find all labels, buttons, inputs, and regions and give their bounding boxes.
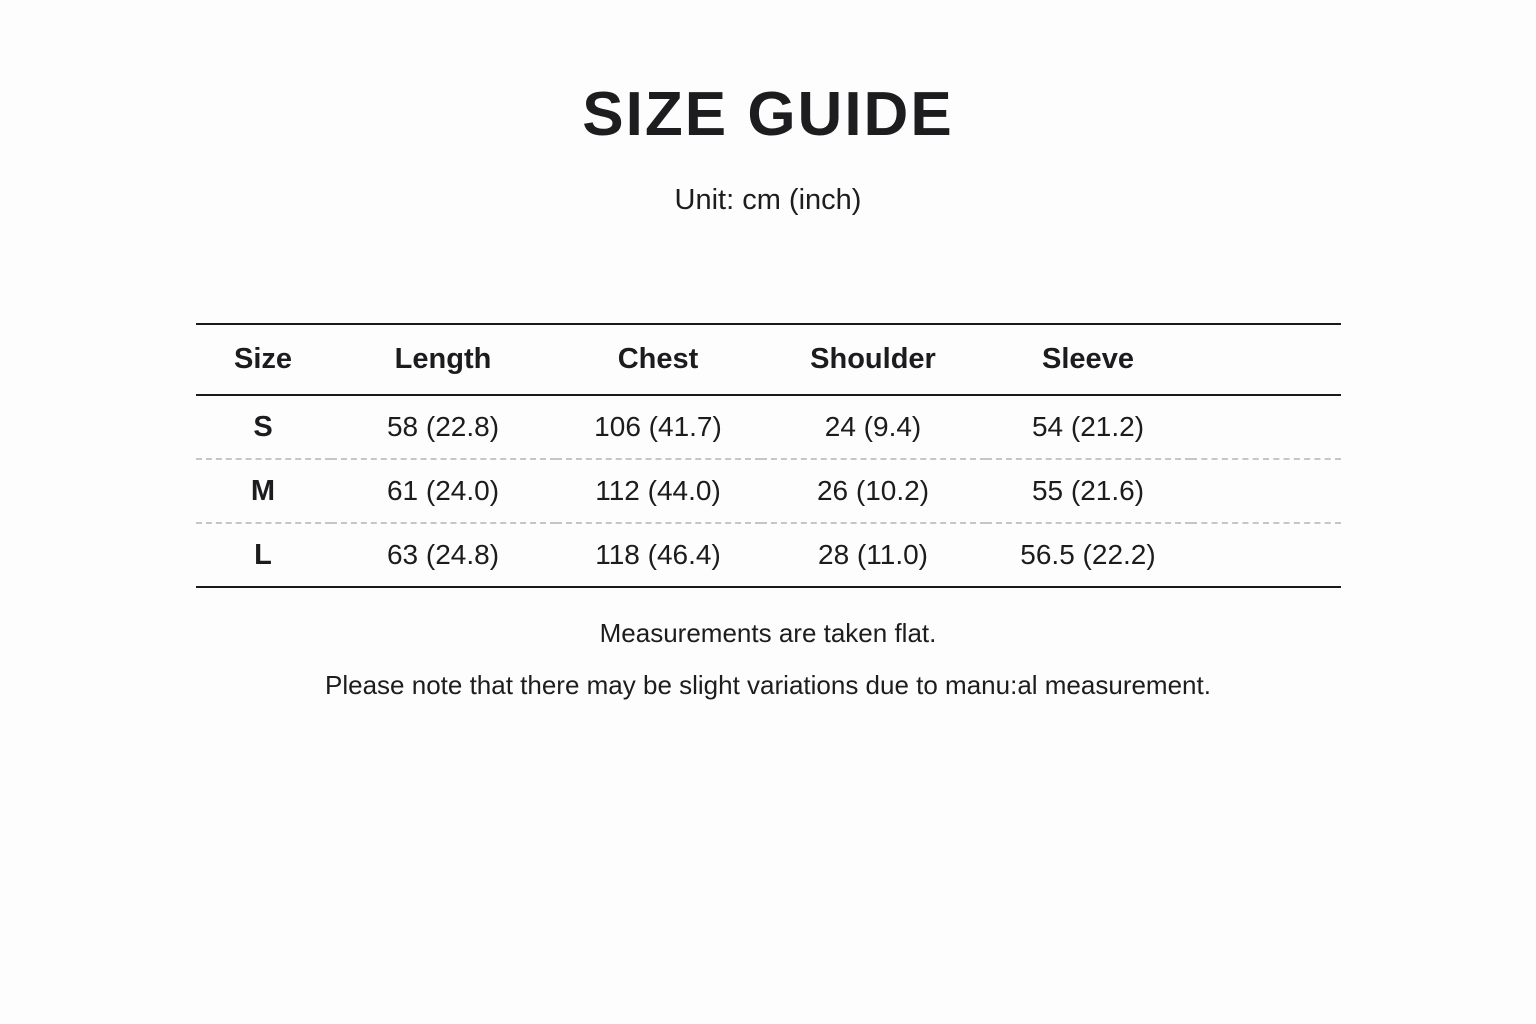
spacer-cell: [1191, 523, 1341, 587]
length-cell: 63 (24.8): [386, 539, 500, 570]
note-measured-flat: Measurements are taken flat.: [599, 618, 937, 648]
chest-cell: 112 (44.0): [595, 475, 721, 506]
size-cell: M: [250, 474, 276, 507]
sleeve-cell: 55 (21.6): [1031, 475, 1145, 506]
sleeve-cell: 56.5 (22.2): [1020, 539, 1156, 570]
table-header-row: Size Length Chest Shoulder Sleeve: [195, 324, 1341, 395]
length-cell: 58 (22.8): [386, 411, 500, 442]
shoulder-cell: 28 (11.0): [818, 539, 928, 570]
column-header-length: Length: [394, 343, 492, 375]
note-variations: Please note that there may be slight var…: [325, 670, 1211, 700]
page-title: SIZE GUIDE: [582, 80, 954, 149]
table-row-s: S 58 (22.8) 106 (41.7) 24 (9.4) 54 (21.2…: [195, 395, 1341, 459]
table-row-m: M 61 (24.0) 112 (44.0) 26 (10.2) 55 (21.…: [195, 459, 1341, 523]
column-header-shoulder: Shoulder: [810, 343, 936, 375]
table-row-l: L 63 (24.8) 118 (46.4) 28 (11.0) 56.5 (2…: [195, 523, 1341, 587]
unit-subtitle: Unit: cm (inch): [674, 184, 862, 216]
column-header-size: Size: [233, 343, 293, 375]
size-guide-table: Size Length Chest Shoulder Sleeve S 58 (…: [195, 323, 1341, 588]
spacer-cell: [1191, 395, 1341, 459]
spacer-cell: [1191, 324, 1341, 395]
chest-cell: 106 (41.7): [594, 411, 722, 442]
sleeve-cell: 54 (21.2): [1031, 411, 1145, 442]
size-cell: S: [253, 410, 273, 443]
length-cell: 61 (24.0): [386, 475, 500, 506]
spacer-cell: [1191, 459, 1341, 523]
shoulder-cell: 24 (9.4): [824, 411, 922, 442]
column-header-chest: Chest: [617, 343, 699, 375]
chest-cell: 118 (46.4): [595, 539, 721, 570]
shoulder-cell: 26 (10.2): [816, 475, 930, 506]
notes-section: Measurements are taken flat. Please note…: [0, 620, 1536, 698]
size-cell: L: [254, 538, 272, 571]
column-header-sleeve: Sleeve: [1042, 343, 1134, 375]
